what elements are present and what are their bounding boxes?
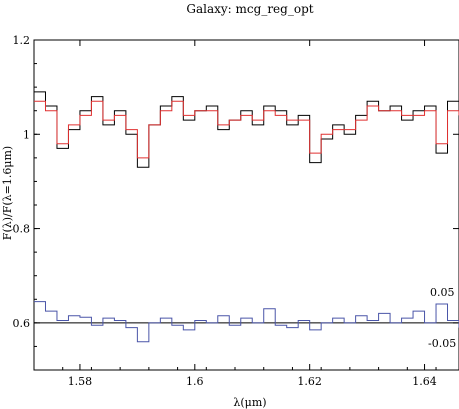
series-line-model bbox=[34, 100, 459, 159]
x-tick-label: 1.64 bbox=[412, 375, 437, 388]
residual-upper-label: 0.05 bbox=[430, 286, 455, 299]
x-axis-label: λ(μm) bbox=[233, 396, 266, 409]
series-layer bbox=[34, 91, 459, 343]
x-tick-label: 1.6 bbox=[186, 375, 204, 388]
x-tick-label: 1.62 bbox=[297, 375, 322, 388]
series-line-residual bbox=[34, 301, 459, 343]
y-axis-label: F(λ)/F(λ=1.6μm) bbox=[1, 146, 14, 240]
y-tick-label: 1.2 bbox=[13, 34, 31, 47]
series-line-observed bbox=[34, 91, 459, 168]
axis-ticks bbox=[33, 39, 459, 371]
y-tick-label: 0.6 bbox=[13, 317, 31, 330]
residual-lower-label: -0.05 bbox=[428, 337, 456, 350]
chart-title: Galaxy: mcg_reg_opt bbox=[186, 2, 313, 16]
y-tick-label: 1 bbox=[23, 128, 30, 141]
plot-frame bbox=[33, 39, 459, 371]
y-tick-label: 0.8 bbox=[13, 223, 31, 236]
tick-labels: 1.58 1.6 1.62 1.64 0.6 0.8 1 1.2 bbox=[13, 34, 437, 388]
x-tick-label: 1.58 bbox=[68, 375, 93, 388]
